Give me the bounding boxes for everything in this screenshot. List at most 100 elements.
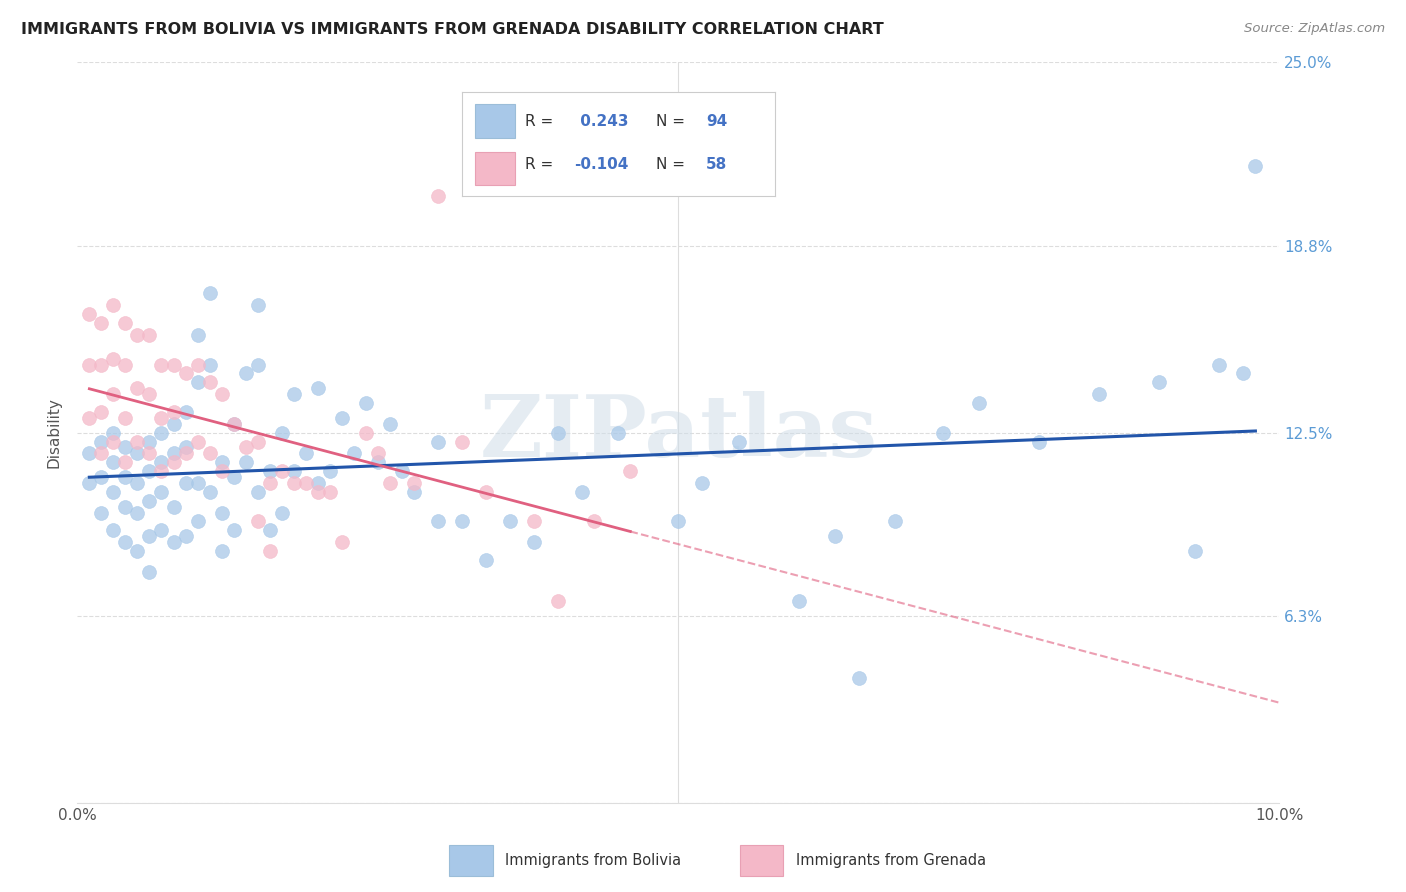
FancyBboxPatch shape: [740, 846, 783, 876]
Point: [1232, 367, 1254, 381]
Point: [259, 524, 281, 538]
Point: [211, 455, 233, 469]
Point: [319, 464, 342, 478]
Point: [307, 381, 329, 395]
Point: [162, 358, 184, 372]
Point: [294, 475, 316, 490]
Point: [246, 434, 269, 449]
Point: [138, 387, 160, 401]
Point: [138, 493, 160, 508]
Y-axis label: Disability: Disability: [46, 397, 62, 468]
Point: [1088, 387, 1111, 401]
Point: [127, 327, 149, 342]
Point: [174, 529, 197, 543]
Point: [90, 358, 112, 372]
Point: [378, 475, 401, 490]
Point: [150, 410, 173, 425]
Point: [150, 464, 173, 478]
Point: [235, 367, 257, 381]
Point: [150, 524, 173, 538]
Point: [162, 446, 184, 460]
FancyBboxPatch shape: [450, 846, 492, 876]
Point: [451, 515, 474, 529]
Point: [307, 475, 329, 490]
Point: [330, 410, 353, 425]
Point: [90, 316, 112, 330]
Point: [127, 475, 149, 490]
Point: [475, 553, 498, 567]
Point: [138, 434, 160, 449]
Point: [427, 515, 450, 529]
Point: [186, 434, 209, 449]
Point: [283, 387, 305, 401]
Point: [174, 475, 197, 490]
Point: [162, 417, 184, 431]
Text: Immigrants from Grenada: Immigrants from Grenada: [796, 854, 986, 868]
Point: [79, 358, 101, 372]
Text: Immigrants from Bolivia: Immigrants from Bolivia: [505, 854, 681, 868]
Point: [174, 405, 197, 419]
Point: [367, 446, 389, 460]
Point: [259, 464, 281, 478]
Point: [343, 446, 366, 460]
Point: [186, 376, 209, 390]
Point: [319, 484, 342, 499]
Point: [103, 484, 125, 499]
Text: ZIPatlas: ZIPatlas: [479, 391, 877, 475]
Point: [354, 396, 377, 410]
Point: [90, 506, 112, 520]
Point: [824, 529, 846, 543]
Point: [211, 464, 233, 478]
Point: [150, 425, 173, 440]
Point: [138, 446, 160, 460]
Point: [848, 672, 870, 686]
Point: [211, 506, 233, 520]
Point: [427, 188, 450, 202]
Point: [523, 535, 546, 549]
Point: [727, 434, 749, 449]
Point: [547, 425, 569, 440]
Point: [571, 484, 593, 499]
Point: [138, 464, 160, 478]
Point: [103, 455, 125, 469]
Point: [198, 446, 221, 460]
Point: [90, 405, 112, 419]
Point: [246, 484, 269, 499]
Point: [103, 425, 125, 440]
Point: [523, 515, 546, 529]
Point: [150, 455, 173, 469]
Point: [391, 464, 413, 478]
Point: [174, 446, 197, 460]
Point: [186, 358, 209, 372]
Point: [235, 441, 257, 455]
Point: [127, 434, 149, 449]
Point: [162, 455, 184, 469]
Point: [138, 327, 160, 342]
Point: [475, 484, 498, 499]
Point: [186, 327, 209, 342]
Point: [186, 515, 209, 529]
Point: [246, 515, 269, 529]
Point: [103, 387, 125, 401]
Point: [150, 358, 173, 372]
Point: [583, 515, 606, 529]
Point: [162, 500, 184, 514]
Point: [692, 475, 714, 490]
Point: [259, 475, 281, 490]
Point: [114, 358, 136, 372]
Point: [668, 515, 690, 529]
Point: [103, 298, 125, 312]
Point: [162, 535, 184, 549]
Point: [198, 484, 221, 499]
Point: [883, 515, 905, 529]
Point: [283, 464, 305, 478]
Point: [1244, 159, 1267, 173]
Point: [127, 506, 149, 520]
Point: [367, 455, 389, 469]
Point: [138, 529, 160, 543]
Point: [114, 500, 136, 514]
Point: [283, 475, 305, 490]
Point: [114, 535, 136, 549]
Point: [378, 417, 401, 431]
Point: [103, 434, 125, 449]
